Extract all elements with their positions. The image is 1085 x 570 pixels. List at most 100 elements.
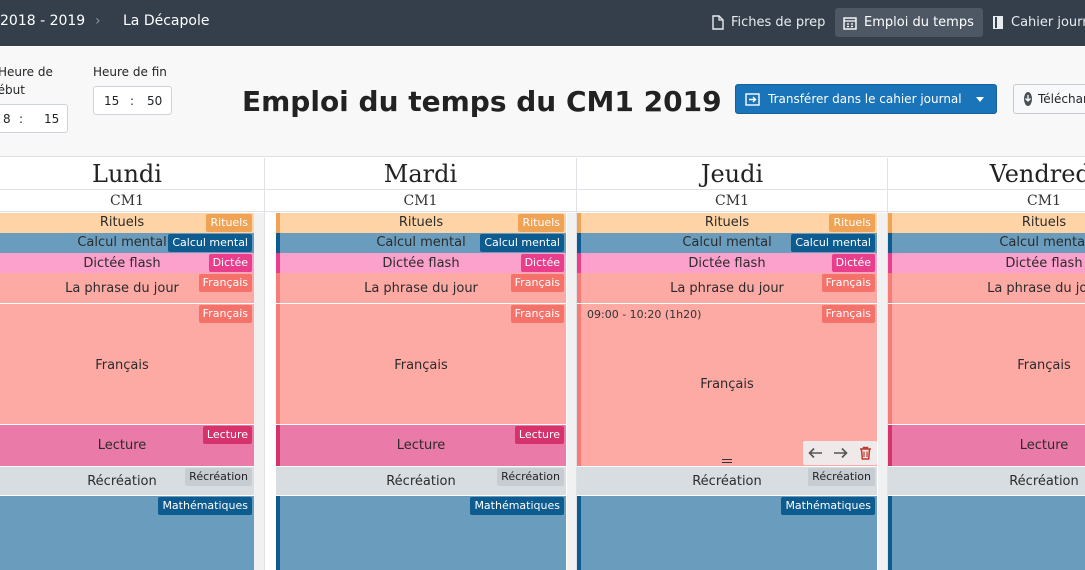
slot-calcul-mental[interactable]: Calcul mental (888, 233, 1085, 253)
day-name: Mardi (265, 158, 576, 190)
transfer-button-label: Transférer dans le cahier journal (768, 92, 962, 106)
book-icon (993, 16, 1003, 29)
slot-title: Récréation (692, 474, 762, 489)
slot-recreation[interactable]: Récréation Récréation (577, 467, 877, 495)
slot-lecture[interactable]: Lecture Lecture (276, 425, 566, 466)
day-column-jeudi: Jeudi CM1 Rituels Rituels Calcul mental … (576, 158, 888, 570)
start-hour[interactable]: 8 (3, 111, 11, 126)
slot-francais[interactable]: Français Français (276, 304, 566, 424)
slot-actions (803, 441, 877, 465)
end-time-separator: : (130, 93, 135, 108)
slot-calcul-mental[interactable]: Calcul mental Calcul mental (577, 233, 877, 253)
slot-mathematiques[interactable]: Mathématiques (276, 496, 566, 570)
slot-mathematiques[interactable]: Mathématiques (577, 496, 877, 570)
slot-title: Calcul mental (77, 235, 167, 250)
slot-phrase-du-jour[interactable]: La phrase du jour Français (276, 273, 566, 303)
slot-mathematiques[interactable] (888, 496, 1085, 570)
end-minute[interactable]: 50 (147, 93, 163, 108)
slot-title: Français (700, 377, 754, 392)
slot-rituels[interactable]: Rituels Rituels (0, 213, 254, 233)
day-name: Lundi (0, 158, 264, 190)
slot-recreation[interactable]: Récréation (888, 467, 1085, 495)
subject-tag: Calcul mental (480, 234, 564, 252)
slot-title: Français (394, 358, 448, 373)
slot-title: La phrase du jour (987, 281, 1085, 296)
slot-title: Lecture (1019, 438, 1069, 453)
nav-fiches-label: Fiches de prep (731, 15, 826, 30)
day-lane: Rituels Rituels Calcul mental Calcul men… (276, 213, 566, 570)
slot-title: Lecture (97, 438, 147, 453)
slot-phrase-du-jour[interactable]: La phrase du jour Français (0, 273, 254, 303)
slot-phrase-du-jour[interactable]: La phrase du jour Français (577, 273, 877, 303)
slot-title: Français (95, 358, 149, 373)
school-year[interactable]: 2018 - 2019 (0, 13, 86, 29)
page-title: Emploi du temps du CM1 2019 (242, 85, 722, 118)
start-time-input[interactable]: 8 : 15 (0, 104, 68, 133)
slot-title: La phrase du jour (670, 281, 784, 296)
subject-tag: Dictée (831, 254, 875, 272)
download-button[interactable]: Télécharger (1013, 84, 1085, 114)
slot-title: Calcul mental (376, 235, 466, 250)
slot-title: Dictée flash (83, 256, 161, 271)
arrow-right-icon[interactable] (833, 447, 849, 459)
start-minute[interactable]: 15 (44, 111, 60, 126)
slot-francais[interactable]: Français Français (0, 304, 254, 424)
top-navbar: 2018 - 2019 › La Décapole Fiches de prep… (0, 0, 1085, 46)
subject-tag: Lecture (202, 426, 252, 444)
slot-dictee-flash[interactable]: Dictée flash Dictée (0, 253, 254, 273)
slot-title: Récréation (386, 474, 456, 489)
day-column-lundi: Lundi CM1 Rituels Rituels Calcul mental … (0, 158, 264, 570)
slot-title: Rituels (704, 215, 750, 230)
nav-cahier-journal[interactable]: Cahier journal (984, 8, 1085, 37)
slot-dictee-flash[interactable]: Dictée flash Dictée (276, 253, 566, 273)
start-time-separator: : (19, 111, 24, 126)
slot-francais[interactable]: Français (888, 304, 1085, 424)
subject-tag: Français (510, 305, 564, 323)
file-icon (712, 15, 724, 30)
slot-title: Dictée flash (1005, 256, 1083, 271)
subject-tag: Récréation (185, 468, 252, 486)
scrollbar[interactable] (254, 213, 264, 570)
download-button-label: Télécharger (1038, 92, 1085, 106)
slot-lecture[interactable]: Lecture (888, 425, 1085, 466)
nav-emploi-du-temps[interactable]: Emploi du temps (835, 8, 983, 37)
slot-lecture[interactable]: Lecture Lecture (0, 425, 254, 466)
scrollbar[interactable] (878, 213, 888, 570)
breadcrumb-chevron-icon: › (95, 13, 101, 29)
slot-calcul-mental[interactable]: Calcul mental Calcul mental (276, 233, 566, 253)
start-time-label-line1: Heure de (0, 65, 53, 79)
slot-title: Lecture (396, 438, 446, 453)
slot-rituels[interactable]: Rituels Rituels (276, 213, 566, 233)
nav-emploi-label: Emploi du temps (864, 15, 974, 30)
end-hour[interactable]: 15 (104, 93, 120, 108)
subject-tag: Rituels (829, 214, 875, 232)
slot-mathematiques[interactable]: Mathématiques (0, 496, 254, 570)
subject-tag: Calcul mental (168, 234, 252, 252)
slot-francais-selected[interactable]: 09:00 - 10:20 (1h20) Français Français (577, 304, 877, 466)
slot-title: Calcul mental (999, 235, 1085, 250)
end-time-input[interactable]: 15 : 50 (93, 86, 172, 115)
slot-calcul-mental[interactable]: Calcul mental Calcul mental (0, 233, 254, 253)
scrollbar[interactable] (567, 213, 577, 570)
slot-rituels[interactable]: Rituels (888, 213, 1085, 233)
subject-tag: Récréation (497, 468, 564, 486)
slot-time-range: 09:00 - 10:20 (1h20) (587, 308, 702, 321)
slot-dictee-flash[interactable]: Dictée flash Dictée (577, 253, 877, 273)
slot-title: Récréation (87, 474, 157, 489)
subject-tag: Français (821, 305, 875, 323)
resize-handle[interactable] (722, 459, 732, 463)
transfer-to-journal-button[interactable]: Transférer dans le cahier journal (735, 84, 997, 114)
transfer-icon (745, 92, 760, 106)
trash-icon[interactable] (859, 446, 872, 460)
slot-title: Français (1017, 358, 1071, 373)
slot-dictee-flash[interactable]: Dictée flash (888, 253, 1085, 273)
nav-fiches-de-prep[interactable]: Fiches de prep (704, 8, 834, 37)
slot-title: Rituels (99, 215, 145, 230)
slot-recreation[interactable]: Récréation Récréation (276, 467, 566, 495)
school-name[interactable]: La Décapole (123, 13, 210, 29)
slot-recreation[interactable]: Récréation Récréation (0, 467, 254, 495)
arrow-left-icon[interactable] (808, 447, 823, 459)
slot-rituels[interactable]: Rituels Rituels (577, 213, 877, 233)
class-name: CM1 (0, 191, 264, 212)
slot-phrase-du-jour[interactable]: La phrase du jour (888, 273, 1085, 303)
